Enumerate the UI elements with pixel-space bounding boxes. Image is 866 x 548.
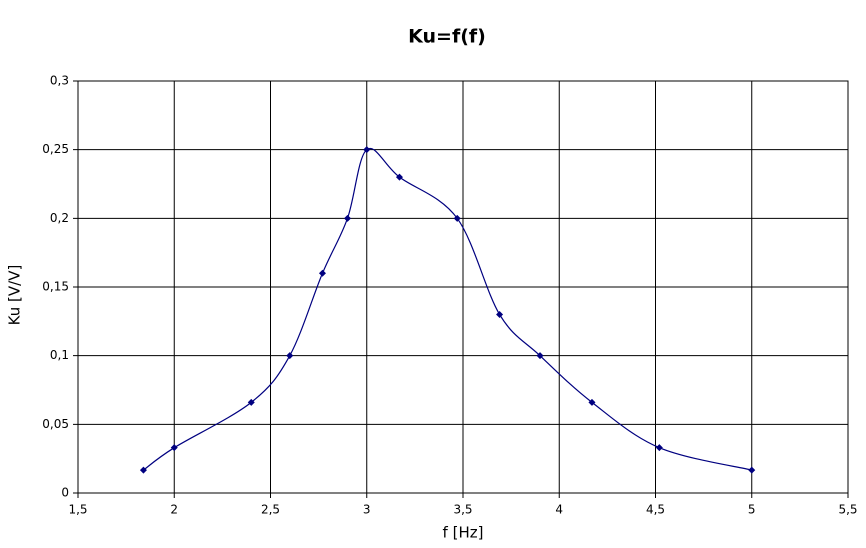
data-point (344, 214, 351, 222)
x-axis-title: f [Hz] (443, 524, 484, 542)
data-point (395, 173, 403, 181)
data-point (286, 352, 294, 360)
x-tick-label: 5,5 (838, 503, 857, 517)
data-point (453, 214, 461, 222)
data-point (170, 444, 178, 452)
data-point (536, 352, 544, 360)
y-tick-label: 0,3 (50, 74, 69, 88)
series-line (143, 147, 752, 471)
data-point (363, 146, 371, 154)
x-tick-label: 3,5 (453, 503, 472, 517)
y-tick-label: 0,2 (50, 211, 69, 225)
data-point (139, 466, 147, 474)
data-point (247, 398, 255, 406)
x-tick-label: 2 (170, 503, 178, 517)
data-point (748, 466, 756, 474)
y-axis-title: Ku [V/V] (6, 265, 24, 326)
x-tick-label: 4,5 (646, 503, 665, 517)
data-point (655, 444, 663, 452)
chart-title: Ku=f(f) (408, 26, 486, 48)
data-point (318, 269, 326, 277)
x-tick-label: 5 (748, 503, 756, 517)
x-tick-label: 4 (555, 503, 563, 517)
data-point (588, 398, 596, 406)
x-tick-label: 3 (363, 503, 371, 517)
data-point (496, 310, 504, 318)
y-tick-label: 0,1 (50, 348, 69, 362)
plot-border (77, 80, 849, 494)
y-tick-label: 0 (61, 486, 69, 500)
y-tick-label: 0,25 (42, 142, 69, 156)
y-tick-label: 0,05 (42, 417, 69, 431)
y-tick-label: 0,15 (42, 280, 69, 294)
x-tick-label: 1,5 (68, 503, 87, 517)
x-tick-label: 2,5 (261, 503, 280, 517)
